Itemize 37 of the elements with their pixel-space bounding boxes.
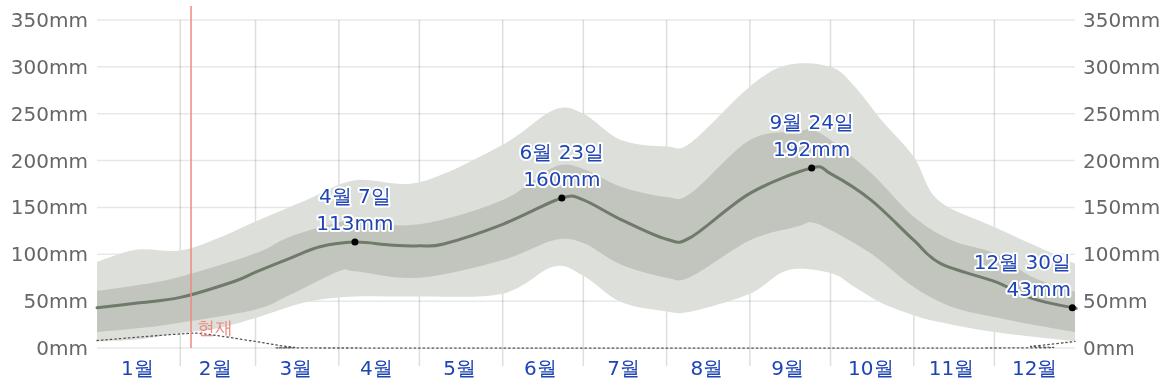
y2-tick-label: 300mm [1083, 54, 1161, 79]
x-tick-label: 1월 [120, 356, 154, 380]
annotation: 9월 24일 192mm [769, 110, 854, 162]
x-tick-label: 7월 [607, 356, 640, 380]
y-tick-label: 200mm [10, 148, 88, 173]
x-tick-label: 5월 [443, 356, 477, 380]
x-tick-label: 10월 [848, 356, 894, 380]
x-tick-label: 9월 [771, 356, 804, 380]
annotation: 12월 30일 43mm [973, 249, 1071, 301]
ref-line-label: 현재 [197, 317, 234, 338]
x-tick-label: 8월 [690, 356, 724, 380]
annotation: 6월 23일 160mm [519, 140, 605, 202]
y2-tick-label: 50mm [1083, 289, 1148, 314]
y-tick-label: 150mm [10, 195, 88, 220]
x-tick-label: 3월 [279, 356, 313, 380]
x-tick-label: 6월 [523, 356, 557, 380]
y-tick-label: 50mm [23, 289, 88, 314]
y-tick-label: 0mm [36, 336, 88, 360]
x-tick-label: 4월 [360, 356, 393, 380]
y2-tick-label: 200mm [1083, 148, 1161, 173]
y2-tick-label: 100mm [1083, 242, 1161, 267]
x-tick-label: 11월 [928, 356, 975, 380]
y-tick-label: 100mm [10, 242, 88, 267]
y-tick-label: 350mm [10, 8, 88, 32]
annotation: 9월 24일 192mm [769, 110, 854, 172]
annotation: 4월 7일 113mm [316, 184, 394, 236]
annotation: 6월 23일 160mm [519, 140, 605, 192]
y-tick-label: 250mm [10, 101, 88, 126]
y2-tick-label: 0mm [1083, 336, 1135, 360]
x-tick-label: 2월 [198, 356, 232, 380]
y2-tick-label: 250mm [1083, 101, 1161, 126]
y2-tick-label: 150mm [1083, 195, 1161, 220]
y2-tick-label: 350mm [1083, 8, 1161, 32]
y-tick-label: 300mm [10, 54, 88, 79]
annotation: 12월 30일 43mm [973, 249, 1076, 312]
annotation: 4월 7일 113mm [316, 184, 394, 246]
x-tick-label: 12월 [1011, 356, 1058, 380]
